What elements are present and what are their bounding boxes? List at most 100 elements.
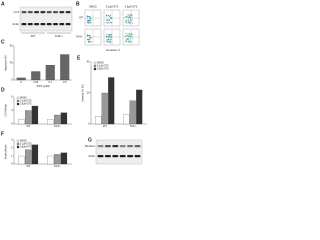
flow-dot (130, 13, 132, 15)
flow-dot (129, 33, 131, 35)
blot-band (127, 155, 134, 158)
blot-band (134, 145, 141, 148)
bar (60, 112, 68, 125)
blot-band (21, 23, 27, 26)
flow-dot (131, 38, 133, 40)
blot-row-label: Actin (88, 154, 95, 158)
flow-dot (108, 35, 110, 37)
flow-dot (129, 16, 131, 18)
flow-dot (106, 41, 108, 43)
blot-band (40, 11, 46, 14)
blot-band (112, 155, 119, 158)
flow-dot (127, 16, 129, 18)
flow-dot (110, 18, 112, 20)
blot-row-label: LC3 (13, 10, 19, 14)
blot-band (46, 23, 52, 26)
x-tick-label: Tcf4-/- (54, 165, 61, 168)
flow-dot (126, 38, 128, 40)
flow-dot (108, 41, 110, 43)
blot-band (27, 11, 33, 14)
flow-dot (127, 35, 129, 37)
flow-dot (105, 36, 107, 38)
flow-dot (125, 39, 127, 41)
flow-dot (87, 38, 89, 40)
bar (60, 152, 68, 165)
flow-dot (108, 40, 110, 42)
flow-dot (124, 21, 126, 23)
flow-dot (89, 15, 91, 17)
blot-band (53, 23, 58, 26)
y-tick-label: 2 (11, 147, 13, 150)
flow-dot (131, 35, 133, 37)
flow-dot (129, 35, 131, 37)
flow-dot (129, 21, 131, 23)
x-tick-label: WT (103, 125, 107, 128)
flow-dot (87, 39, 89, 41)
flow-dot (128, 38, 130, 40)
flow-dot (106, 33, 108, 35)
y-tick-label: 0 (11, 79, 13, 82)
flow-dot (90, 37, 92, 39)
flow-dot (125, 32, 127, 34)
flow-dot (86, 35, 88, 37)
flow-dot (129, 14, 131, 16)
flow-dot (111, 41, 113, 43)
flow-dot (110, 33, 112, 35)
x-axis-label: STS (μM) (37, 84, 50, 88)
blot-band (59, 23, 65, 26)
flow-dot (110, 22, 112, 24)
flow-dot (107, 21, 109, 23)
flow-dot (126, 37, 128, 39)
bar (60, 54, 70, 81)
y-axis-label: Beclin1/Actin (5, 144, 8, 159)
lane-label: Tcf4-/- (55, 34, 63, 38)
flow-dot (125, 17, 127, 19)
flow-dot (128, 22, 130, 24)
flow-dot (125, 19, 127, 21)
flow-dot (124, 16, 126, 18)
flow-dot (127, 22, 129, 24)
flow-dot (128, 35, 130, 37)
flow-dot (105, 22, 107, 24)
bar (18, 119, 25, 125)
bar (54, 154, 61, 165)
flow-dot (109, 19, 111, 21)
flow-dot (106, 14, 108, 16)
blot-band (21, 11, 27, 14)
flow-dot (86, 17, 88, 19)
x-tick-label: WT (27, 165, 31, 168)
blot-band (97, 155, 104, 158)
panel-letter: D (1, 87, 5, 93)
flow-dot (128, 21, 130, 23)
blot-band (119, 155, 126, 158)
flow-dot (107, 38, 109, 40)
flow-dot (108, 34, 110, 36)
flow-dot (106, 40, 108, 42)
flow-dot (89, 36, 91, 38)
flow-dot (127, 16, 129, 18)
x-axis-label: Annexin V (106, 48, 120, 52)
flow-dot (88, 38, 90, 40)
flow-dot (128, 34, 130, 36)
x-tick-label: 0.5 (63, 81, 67, 84)
y-axis-label: Annexin V+ (%) (82, 84, 85, 102)
bar (101, 92, 108, 125)
flow-dot (109, 40, 111, 42)
bar (31, 71, 41, 81)
y-tick-label: 6 (11, 96, 13, 99)
y-tick-label: 80 (10, 45, 13, 48)
flow-dot (129, 33, 131, 35)
flow-dot (88, 15, 90, 17)
blot-frame (19, 6, 73, 32)
flow-dot (124, 20, 126, 22)
y-axis-label: LC3-II/Actin (5, 103, 8, 117)
flow-dot (127, 35, 129, 37)
flow-dot (126, 21, 128, 23)
flow-dot (132, 36, 134, 38)
legend-label: 0.1μM STS (20, 144, 32, 146)
flow-dot (109, 33, 111, 35)
flow-dot (89, 41, 91, 43)
flow-dot (107, 19, 109, 21)
blot-band (40, 23, 46, 26)
panel-letter: C (1, 39, 5, 45)
